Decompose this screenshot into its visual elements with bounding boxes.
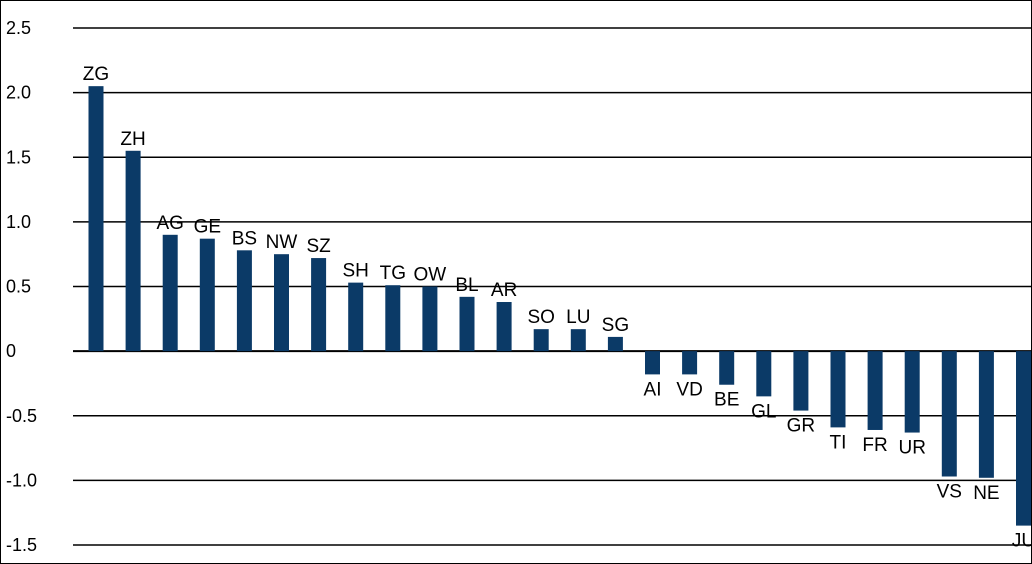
bar-label-ge: GE bbox=[194, 217, 221, 238]
bar-label-zg: ZG bbox=[83, 64, 109, 85]
bar-lu bbox=[570, 329, 586, 352]
y-tick-label: 1.5 bbox=[6, 147, 31, 167]
bar-label-vd: VD bbox=[676, 379, 702, 400]
bar-sz bbox=[311, 258, 327, 352]
bar-label-ne: NE bbox=[973, 483, 999, 504]
bar-label-sg: SG bbox=[602, 315, 629, 336]
bar-label-ar: AR bbox=[491, 280, 517, 301]
bar-label-bs: BS bbox=[232, 228, 257, 249]
y-tick-label: 0 bbox=[6, 341, 16, 361]
bar-gl bbox=[756, 351, 772, 397]
bar-ju bbox=[1016, 351, 1031, 526]
bar-ai bbox=[645, 351, 660, 375]
bar-label-lu: LU bbox=[566, 307, 590, 328]
bar-ur bbox=[904, 351, 920, 433]
bar-label-ai: AI bbox=[644, 379, 662, 400]
bar-so bbox=[533, 329, 549, 352]
bar-label-so: SO bbox=[527, 307, 554, 328]
bar-label-nw: NW bbox=[266, 232, 298, 253]
bar-ne bbox=[978, 351, 994, 478]
y-tick-label: -1.5 bbox=[6, 535, 37, 555]
bar-label-ur: UR bbox=[898, 438, 925, 459]
bar-fr bbox=[867, 351, 883, 430]
bar-sg bbox=[607, 336, 623, 352]
bar-label-ow: OW bbox=[414, 265, 447, 286]
bar-label-ju: JU bbox=[1012, 531, 1032, 552]
bar-label-fr: FR bbox=[862, 435, 887, 456]
bar-tg bbox=[385, 285, 401, 352]
bar-labels: ZG ZH AG GE BS NW SZ SH TG OW BL AR SO LU SG AI VD BE GL GR… bbox=[83, 64, 1032, 551]
bar-label-sz: SZ bbox=[306, 236, 331, 257]
bar-ag bbox=[162, 234, 178, 352]
bar-label-be: BE bbox=[714, 390, 739, 411]
bar-label-zh: ZH bbox=[120, 129, 145, 150]
bar-ge bbox=[199, 238, 215, 352]
bar-ow bbox=[422, 286, 438, 352]
y-tick-label: 2.5 bbox=[6, 18, 31, 38]
bar-label-ti: TI bbox=[830, 432, 847, 453]
bar-ar bbox=[496, 302, 512, 352]
bar-be bbox=[719, 351, 735, 385]
bar-nw bbox=[274, 254, 289, 352]
bar-bl bbox=[459, 296, 475, 352]
y-tick-label: 2.0 bbox=[6, 83, 31, 103]
bar-vs bbox=[941, 351, 957, 477]
bar-sh bbox=[348, 282, 364, 352]
bar-label-bl: BL bbox=[455, 275, 478, 296]
y-tick-label: 0.5 bbox=[6, 277, 31, 297]
bar-vd bbox=[682, 351, 698, 375]
bars bbox=[88, 86, 1031, 526]
gridlines bbox=[73, 27, 1032, 546]
bar-bs bbox=[236, 250, 252, 352]
bar-label-vs: VS bbox=[937, 481, 962, 502]
bar-zh bbox=[125, 150, 141, 352]
bar-ti bbox=[830, 351, 846, 428]
bar-label-gl: GL bbox=[751, 401, 776, 422]
y-tick-label: -0.5 bbox=[6, 406, 37, 426]
y-axis-tick-labels: 2.5 2.0 1.5 1.0 0.5 0 -0.5 -1.0 -1.5 bbox=[6, 18, 37, 555]
bar-label-ag: AG bbox=[156, 213, 183, 234]
bar-zg bbox=[88, 86, 104, 352]
bar-label-sh: SH bbox=[342, 261, 368, 282]
bar-label-tg: TG bbox=[380, 263, 406, 284]
y-tick-label: 1.0 bbox=[6, 212, 31, 232]
bar-gr bbox=[793, 351, 809, 411]
y-tick-label: -1.0 bbox=[6, 470, 37, 490]
bar-label-gr: GR bbox=[787, 416, 816, 437]
